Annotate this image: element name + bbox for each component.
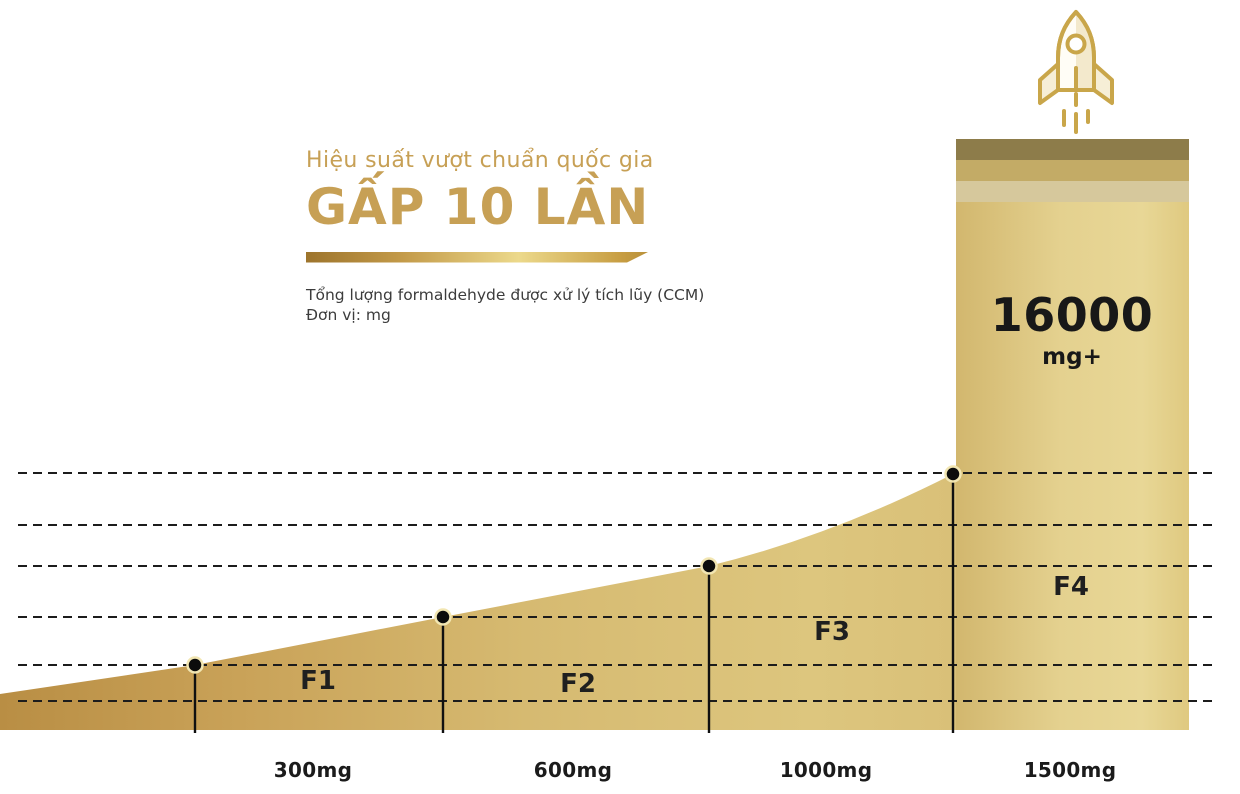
bar-stripe-light (956, 181, 1189, 202)
segment-label-f1: F1 (300, 666, 336, 696)
marker-f3 (700, 557, 718, 575)
marker-f4 (944, 465, 962, 483)
x-tick-300mg: 300mg (273, 758, 353, 782)
x-tick-1000mg: 1000mg (779, 758, 873, 782)
header-block: Hiệu suất vượt chuẩn quốc gia GẤP 10 LẦN… (306, 148, 726, 325)
gold-divider-bar (306, 252, 649, 263)
legend-line-2: Đơn vị: mg (306, 305, 391, 324)
legend-line-1: Tổng lượng formaldehyde được xử lý tích … (306, 285, 705, 304)
bar-stripe-mid (956, 160, 1189, 181)
final-value-unit: mg+ (1042, 344, 1102, 370)
x-tick-600mg: 600mg (533, 758, 613, 782)
final-value: 16000 (990, 288, 1154, 342)
final-value-block: 16000 mg+ (991, 292, 1154, 370)
chart-headline: GẤP 10 LẦN (306, 178, 650, 236)
milestone-vertical-lines (193, 474, 955, 733)
segment-label-f2: F2 (560, 669, 596, 699)
segment-label-f3: F3 (814, 617, 850, 647)
chart-kicker: Hiệu suất vượt chuẩn quốc gia (306, 148, 654, 173)
bar-f4-column (956, 202, 1189, 730)
marker-f1 (186, 656, 204, 674)
wedge-area (0, 474, 956, 730)
rocket-icon (1038, 10, 1114, 134)
dashed-gridlines (18, 472, 1216, 702)
bar-stripe-dark (956, 139, 1189, 160)
segment-label-f4: F4 (1053, 572, 1089, 602)
x-tick-1500mg: 1500mg (1023, 758, 1117, 782)
chart-legend: Tổng lượng formaldehyde được xử lý tích … (306, 285, 726, 326)
marker-f2 (434, 608, 452, 626)
milestone-markers (186, 465, 962, 674)
